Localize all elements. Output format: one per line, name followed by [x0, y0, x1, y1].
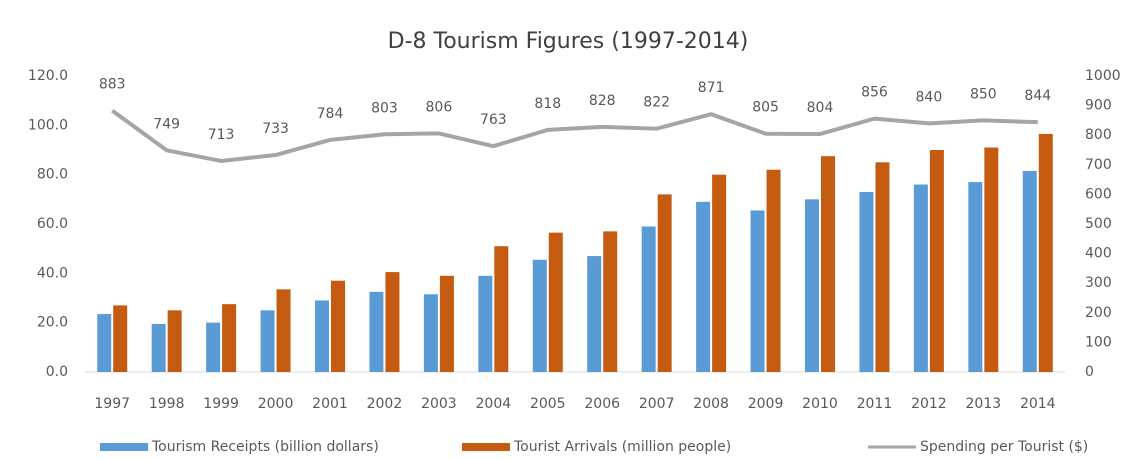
- bar: [206, 322, 221, 372]
- x-tick-label: 2006: [584, 396, 620, 412]
- bar: [439, 275, 454, 372]
- legend-label: Tourism Receipts (billion dollars): [151, 439, 379, 455]
- bar: [369, 291, 384, 372]
- bar: [97, 314, 112, 372]
- x-tick-label: 2014: [1020, 396, 1056, 412]
- data-label: 806: [426, 99, 453, 115]
- x-tick-label: 2004: [476, 396, 512, 412]
- data-label: 733: [262, 121, 289, 137]
- bar: [478, 275, 493, 372]
- y2-tick-label: 300: [1085, 275, 1112, 291]
- legend-swatch: [462, 443, 510, 451]
- y-tick-label: 20.0: [37, 315, 68, 331]
- x-tick-label: 1999: [203, 396, 239, 412]
- bar: [1022, 170, 1037, 372]
- data-label: 871: [698, 80, 725, 96]
- bar: [331, 280, 345, 372]
- bar: [821, 156, 835, 372]
- y-tick-label: 80.0: [37, 167, 68, 183]
- x-tick-label: 2010: [802, 396, 838, 412]
- data-label: 850: [970, 86, 997, 102]
- bar: [859, 191, 874, 372]
- x-tick-label: 2000: [258, 396, 294, 412]
- y-tick-label: 60.0: [37, 216, 68, 232]
- data-label: 804: [807, 100, 834, 116]
- x-tick-label: 2001: [312, 396, 348, 412]
- legend-label: Spending per Tourist ($): [920, 439, 1088, 455]
- chart-title: D-8 Tourism Figures (1997-2014): [388, 29, 749, 54]
- bar: [423, 294, 438, 372]
- y2-tick-label: 100: [1085, 334, 1112, 350]
- y2-tick-label: 1000: [1085, 68, 1121, 84]
- y-tick-label: 40.0: [37, 265, 68, 281]
- bar: [494, 246, 509, 372]
- data-label: 818: [534, 96, 561, 112]
- bar: [276, 289, 291, 372]
- bar: [968, 182, 983, 372]
- data-label: 844: [1024, 88, 1051, 104]
- bar: [766, 169, 781, 372]
- data-label: 803: [371, 100, 398, 116]
- bar: [260, 310, 275, 372]
- bar: [696, 201, 711, 372]
- bar: [587, 256, 602, 372]
- x-tick-label: 2008: [693, 396, 729, 412]
- bar: [1038, 133, 1053, 372]
- line: [111, 109, 1038, 163]
- y2-tick-label: 800: [1085, 127, 1112, 143]
- data-label: 856: [861, 85, 888, 101]
- x-tick-label: 2013: [966, 396, 1002, 412]
- y2-tick-label: 500: [1085, 216, 1112, 232]
- data-label: 822: [643, 95, 670, 111]
- bar: [385, 272, 400, 372]
- x-tick-label: 2007: [639, 396, 675, 412]
- y2-tick-label: 600: [1085, 186, 1112, 202]
- data-label: 840: [916, 89, 943, 105]
- y2-tick-label: 400: [1085, 246, 1112, 262]
- x-tick-label: 2011: [857, 396, 893, 412]
- bar: [913, 184, 928, 372]
- data-label: 784: [317, 106, 344, 122]
- bar: [548, 232, 563, 372]
- x-tick-label: 2002: [367, 396, 403, 412]
- bar: [641, 226, 656, 372]
- x-tick-label: 2009: [748, 396, 784, 412]
- legend-swatch: [100, 443, 148, 451]
- bar: [875, 162, 890, 372]
- bar: [929, 150, 944, 372]
- bar: [113, 305, 128, 372]
- y-tick-label: 120.0: [28, 68, 68, 84]
- bar: [712, 174, 727, 372]
- data-label: 749: [153, 116, 180, 132]
- bar: [151, 323, 166, 372]
- x-tick-label: 1997: [94, 396, 130, 412]
- data-label: 828: [589, 93, 616, 109]
- x-tick-label: 2005: [530, 396, 566, 412]
- y2-tick-label: 900: [1085, 98, 1112, 114]
- x-tick-label: 2012: [911, 396, 947, 412]
- bar: [657, 194, 672, 372]
- y-tick-label: 100.0: [28, 117, 68, 133]
- y2-tick-label: 200: [1085, 305, 1112, 321]
- data-label: 763: [480, 112, 507, 128]
- x-tick-label: 2003: [421, 396, 457, 412]
- bar: [984, 147, 999, 372]
- y2-tick-label: 700: [1085, 157, 1112, 173]
- bar: [167, 310, 182, 372]
- bar: [805, 199, 819, 372]
- legend-label: Tourist Arrivals (million people): [513, 439, 731, 455]
- bar: [315, 300, 329, 372]
- bar: [222, 304, 237, 372]
- data-label: 805: [752, 100, 779, 116]
- x-tick-label: 1998: [149, 396, 185, 412]
- y-tick-label: 0.0: [46, 364, 68, 380]
- y2-tick-label: 0: [1085, 364, 1094, 380]
- bar: [603, 231, 618, 372]
- data-label: 713: [208, 127, 235, 143]
- bar: [532, 259, 547, 372]
- data-label: 883: [99, 77, 126, 93]
- bar: [750, 210, 765, 372]
